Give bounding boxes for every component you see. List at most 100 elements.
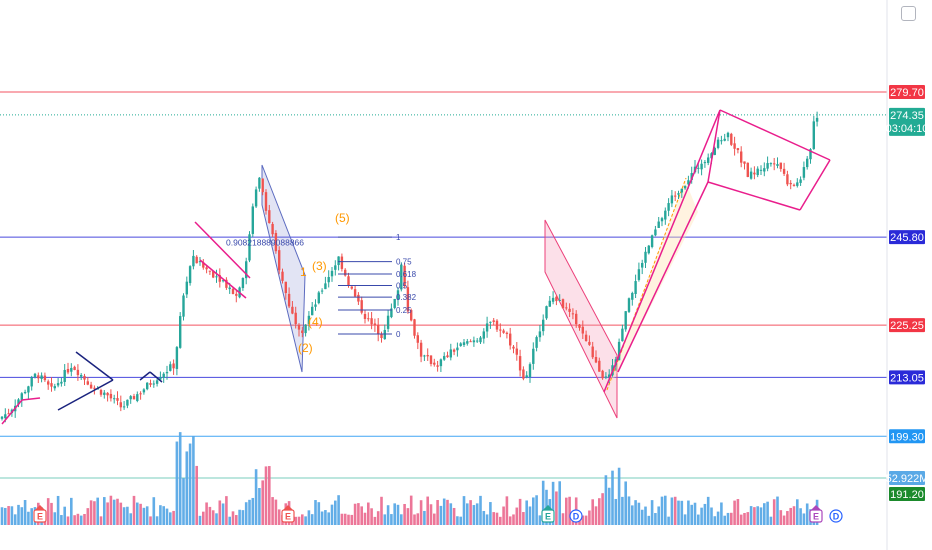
- candle-body: [459, 343, 462, 346]
- candle-150: [495, 319, 499, 332]
- candle-87: [287, 287, 291, 309]
- candle-body: [182, 295, 185, 317]
- volume-bar-185: [611, 470, 614, 525]
- volume-bar-33: [109, 495, 113, 525]
- volume-bar-167: [551, 481, 555, 525]
- candle-233: [769, 162, 773, 167]
- candle-body: [753, 172, 756, 175]
- candle-body: [482, 331, 485, 339]
- volume-bar-162: [535, 495, 538, 525]
- candle-55: [182, 293, 185, 321]
- candle-167: [551, 291, 555, 305]
- candle-90: [297, 323, 301, 337]
- candle-32: [106, 392, 109, 402]
- candle-body: [311, 306, 314, 316]
- volume-bar-20: [66, 516, 70, 525]
- chart-settings-button[interactable]: [901, 6, 916, 21]
- candle-188: [621, 324, 624, 342]
- candle-body: [413, 319, 416, 336]
- candle-body: [314, 304, 317, 307]
- dividend-marker-3[interactable]: D: [569, 509, 583, 523]
- volume-bar-52: [172, 510, 175, 525]
- fib-ratio-text: 0.908218889088866: [226, 238, 304, 248]
- volume-bar-169: [558, 481, 561, 525]
- volume-bar-58: [192, 436, 195, 525]
- candle-112: [370, 311, 373, 330]
- candle-body: [291, 306, 294, 314]
- volume-bar-78: [258, 487, 261, 525]
- volume-bar-48: [159, 505, 162, 525]
- volume-bar-65: [215, 513, 218, 525]
- candle-58: [192, 249, 195, 270]
- candle-15: [50, 377, 53, 392]
- volume-bar-35: [116, 498, 119, 525]
- candle-46: [152, 380, 155, 388]
- candle-body: [43, 375, 47, 381]
- volume-bar-211: [697, 514, 700, 525]
- volume-bar-202: [667, 516, 670, 525]
- candle-body: [264, 192, 268, 211]
- volume-bar-84: [277, 509, 281, 525]
- volume-bar-184: [607, 487, 611, 525]
- volume-bar-7: [23, 499, 27, 525]
- candle-195: [644, 246, 647, 269]
- candle-body: [763, 168, 766, 172]
- candle-155: [512, 344, 515, 354]
- candle-body: [535, 337, 538, 348]
- candle-85: [281, 268, 284, 284]
- candle-101: [334, 260, 337, 276]
- volume-bar-224: [739, 514, 743, 525]
- candle-body: [502, 330, 505, 333]
- candle-body: [743, 161, 746, 164]
- candle-body: [792, 184, 796, 186]
- candle-body: [604, 376, 608, 378]
- dividend-marker-5[interactable]: D: [829, 509, 843, 523]
- candle-165: [545, 305, 548, 320]
- candle-152: [502, 328, 505, 334]
- candle-body: [245, 261, 248, 279]
- earnings-marker-4[interactable]: E: [809, 505, 823, 523]
- volume-bar-61: [202, 511, 205, 525]
- candle-71: [235, 290, 238, 303]
- candle-149: [492, 318, 495, 326]
- candle-body: [287, 293, 291, 307]
- volume-bar-206: [680, 500, 684, 525]
- candle-body: [297, 325, 301, 330]
- candle-232: [766, 156, 769, 172]
- volume-bar-232: [766, 501, 769, 525]
- volume-bar-76: [251, 497, 255, 525]
- candle-22: [73, 365, 76, 371]
- candle-16: [53, 383, 56, 391]
- earnings-marker-2[interactable]: E: [541, 505, 555, 523]
- candle-body: [489, 321, 492, 323]
- candle-24: [80, 373, 83, 380]
- volume-bar-203: [670, 497, 674, 525]
- earnings-marker-1[interactable]: E: [281, 505, 295, 523]
- candle-body: [221, 280, 225, 282]
- candle-110: [363, 309, 367, 324]
- volume-bar-221: [730, 512, 733, 525]
- candle-body: [63, 369, 66, 382]
- earnings-marker-0[interactable]: E: [33, 505, 47, 523]
- candle-body: [268, 210, 271, 224]
- candle-191: [631, 291, 634, 306]
- price-label-4: 199.30: [889, 429, 925, 444]
- earnings-marker-box: [281, 509, 295, 523]
- candle-body: [809, 149, 812, 160]
- volume-bar-150: [495, 512, 499, 525]
- candle-239: [789, 180, 792, 190]
- candle-body: [165, 371, 169, 374]
- candle-body: [650, 235, 654, 247]
- candle-body: [584, 334, 588, 342]
- candle-body: [367, 318, 370, 320]
- price-label-2-bg: [889, 318, 925, 333]
- volume-bar-229: [756, 506, 759, 525]
- volume-bar-41: [136, 502, 139, 525]
- volume-bar-163: [538, 515, 542, 525]
- candle-body: [598, 360, 601, 372]
- candle-75: [248, 231, 251, 263]
- wave-label-1: (3): [312, 259, 327, 273]
- candle-body: [80, 375, 83, 377]
